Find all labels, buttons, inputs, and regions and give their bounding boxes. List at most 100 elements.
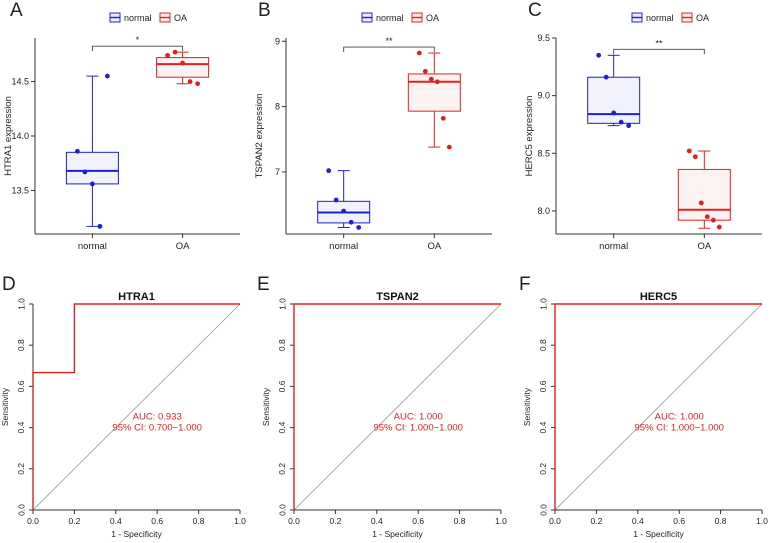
data-point bbox=[172, 49, 178, 55]
data-point bbox=[416, 50, 422, 56]
y-tick-label: 0.0 bbox=[538, 504, 548, 516]
y-tick-label: 8.0 bbox=[537, 206, 550, 216]
x-tick-label: 1.0 bbox=[495, 516, 507, 526]
y-tick-label: 0.4 bbox=[538, 421, 548, 433]
x-tick-label: 0.6 bbox=[151, 516, 163, 526]
diagonal-reference-line bbox=[293, 303, 502, 511]
data-point bbox=[75, 148, 80, 154]
legend: normal OA bbox=[631, 12, 709, 23]
data-point bbox=[626, 123, 632, 129]
y-tick-label: 0.2 bbox=[538, 463, 548, 475]
box-normal bbox=[587, 76, 641, 124]
auc-label: AUC: 0.933 bbox=[133, 411, 182, 422]
panel-letter: C bbox=[528, 0, 542, 21]
y-tick-label: 1.0 bbox=[277, 298, 287, 310]
legend-label-normal: normal bbox=[124, 13, 152, 23]
data-point bbox=[440, 115, 446, 121]
x-axis-label: 1 - Specificity bbox=[633, 529, 684, 539]
y-tick-label: 13.5 bbox=[11, 185, 29, 195]
y-axis-label: Sensitivity bbox=[0, 387, 10, 426]
data-point bbox=[348, 219, 354, 225]
ci-label: 95% CI: 1.000−1.000 bbox=[634, 423, 724, 434]
x-tick-label: 0.0 bbox=[549, 516, 561, 526]
box-OA bbox=[677, 168, 731, 221]
data-point bbox=[611, 110, 617, 116]
panel-letter: E bbox=[257, 274, 270, 295]
data-point bbox=[422, 68, 428, 74]
data-point bbox=[165, 53, 171, 58]
auc-label: AUC: 1.000 bbox=[394, 411, 443, 422]
y-tick-label: 0.6 bbox=[16, 380, 26, 392]
y-axis-label: Sensitivity bbox=[522, 387, 532, 426]
box-OA bbox=[156, 57, 210, 78]
y-axis-label: HTRA1 expression bbox=[3, 96, 14, 176]
x-tick-label: 0.4 bbox=[632, 516, 644, 526]
data-point bbox=[195, 81, 201, 87]
y-tick-label: 0.8 bbox=[538, 339, 548, 351]
roc-title: HTRA1 bbox=[118, 291, 155, 303]
legend: normal OA bbox=[361, 12, 439, 23]
panel-letter: D bbox=[2, 274, 16, 295]
panel-letter: A bbox=[10, 0, 23, 21]
x-tick-label: OA bbox=[697, 241, 711, 252]
ci-label: 95% CI: 0.700−1.000 bbox=[112, 423, 202, 434]
data-point bbox=[105, 73, 110, 79]
diagonal-reference-line bbox=[32, 303, 241, 511]
legend-label-OA: OA bbox=[426, 13, 439, 23]
box-normal bbox=[65, 151, 119, 185]
data-point bbox=[716, 224, 722, 230]
y-axis-label: HERC5 expression bbox=[524, 96, 535, 177]
y-tick-label: 0.8 bbox=[16, 339, 26, 351]
x-tick-label: normal bbox=[599, 241, 628, 252]
y-tick-label: 0.6 bbox=[277, 380, 287, 392]
y-tick-label: 7 bbox=[275, 167, 280, 177]
data-point bbox=[187, 79, 193, 84]
x-tick-label: 1.0 bbox=[756, 516, 768, 526]
significance-label: ** bbox=[385, 36, 393, 46]
panel-letter: B bbox=[258, 0, 271, 21]
ci-label: 95% CI: 1.000−1.000 bbox=[373, 423, 463, 434]
y-tick-label: 0.0 bbox=[16, 504, 26, 516]
diagonal-reference-line bbox=[554, 303, 763, 511]
x-tick-label: OA bbox=[176, 241, 190, 252]
x-tick-label: 0.0 bbox=[288, 516, 300, 526]
x-tick-label: 1.0 bbox=[234, 516, 246, 526]
x-tick-label: 0.2 bbox=[68, 516, 80, 526]
panel-letter: F bbox=[519, 274, 531, 295]
x-tick-label: 0.8 bbox=[193, 516, 205, 526]
data-point bbox=[596, 52, 602, 58]
y-tick-label: 0.6 bbox=[538, 380, 548, 392]
y-tick-label: 0.2 bbox=[277, 463, 287, 475]
data-point bbox=[710, 217, 716, 223]
data-point bbox=[82, 169, 88, 175]
x-tick-label: 0.4 bbox=[371, 516, 383, 526]
y-tick-label: 8.5 bbox=[537, 148, 550, 158]
y-tick-label: 9.0 bbox=[537, 91, 550, 101]
data-point bbox=[180, 60, 186, 66]
roc-curve bbox=[293, 303, 501, 510]
y-tick-label: 9.5 bbox=[537, 33, 550, 43]
significance-label: ** bbox=[655, 38, 663, 48]
x-tick-label: 0.4 bbox=[110, 516, 122, 526]
significance-label: * bbox=[136, 35, 140, 45]
data-point bbox=[428, 76, 434, 82]
data-point bbox=[97, 223, 103, 229]
legend-label-normal: normal bbox=[376, 13, 404, 23]
roc-curve bbox=[554, 303, 762, 510]
legend: normal OA bbox=[109, 12, 187, 23]
auc-label: AUC: 1.000 bbox=[655, 411, 704, 422]
x-tick-label: OA bbox=[427, 241, 441, 252]
data-point bbox=[618, 119, 624, 125]
roc-panel-f: F HERC5 0.00.0 0.2 0.2 0.4 0.4 0.6 0.6 0.8 0.8 1.0 1… bbox=[519, 274, 768, 539]
data-point bbox=[90, 181, 95, 187]
data-point bbox=[603, 74, 609, 80]
y-tick-label: 14.0 bbox=[11, 131, 29, 141]
y-tick-label: 8 bbox=[275, 102, 280, 112]
y-tick-label: 0.0 bbox=[277, 504, 287, 516]
data-point bbox=[356, 225, 362, 230]
roc-title: HERC5 bbox=[640, 291, 677, 303]
